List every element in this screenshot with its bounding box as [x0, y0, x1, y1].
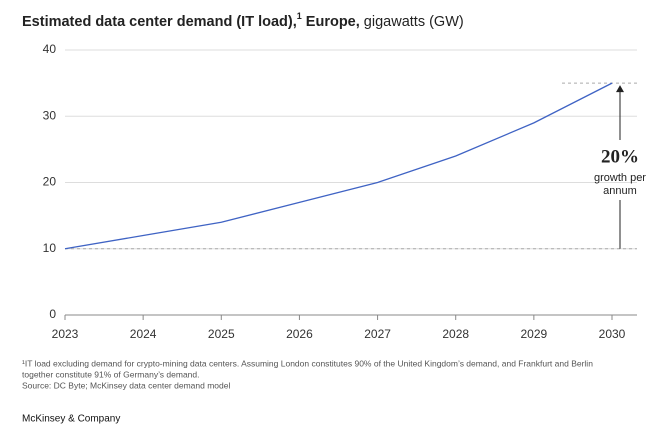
x-tick-label: 2029: [521, 327, 548, 341]
y-tick-label: 0: [49, 307, 56, 321]
y-tick-label: 20: [43, 175, 57, 189]
annotation-text: growth per: [594, 172, 646, 184]
x-tick-label: 2026: [286, 327, 313, 341]
y-tick-label: 10: [43, 241, 57, 255]
title-rest: gigawatts (GW): [360, 14, 464, 30]
y-tick-label: 30: [43, 108, 57, 122]
x-tick-label: 2024: [130, 327, 157, 341]
annotation-text: annum: [603, 185, 637, 197]
chart-title: Estimated data center demand (IT load),1…: [22, 11, 464, 29]
footnote: ¹IT load excluding demand for crypto-min…: [22, 358, 593, 368]
y-tick-label: 40: [43, 42, 57, 56]
brand: McKinsey & Company: [22, 414, 120, 425]
title-bold: Estimated data center demand (IT load),: [22, 14, 297, 30]
annotation-value: 20%: [601, 146, 639, 167]
x-tick-label: 2025: [208, 327, 235, 341]
title-bold2: Europe,: [302, 14, 360, 30]
x-tick-label: 2030: [599, 327, 626, 341]
line: [64, 82, 613, 250]
footnote: together constitute 91% of Germany’s dem…: [22, 369, 200, 379]
title-sup: 1: [297, 11, 302, 21]
x-tick-label: 2027: [364, 327, 391, 341]
x-tick-label: 2028: [442, 327, 469, 341]
footnote: Source: DC Byte; McKinsey data center de…: [22, 380, 230, 390]
x-tick-label: 2023: [52, 327, 79, 341]
arrow-head: [616, 85, 624, 93]
